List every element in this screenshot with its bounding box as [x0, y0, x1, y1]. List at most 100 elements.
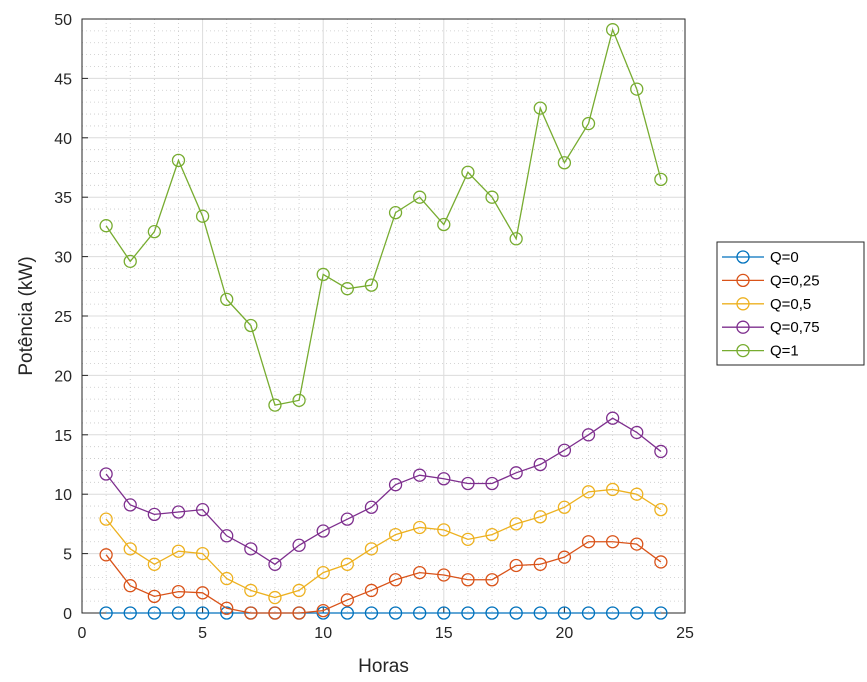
x-tick-label: 25: [676, 625, 694, 642]
series-line: [105, 417, 662, 566]
data-point: [533, 557, 547, 571]
legend-item: Q=0,25: [722, 272, 820, 289]
legend-label: Q=0,5: [770, 296, 811, 313]
data-point: [220, 571, 234, 586]
y-tick-label: 45: [54, 71, 72, 88]
data-point: [99, 606, 113, 620]
legend-label: Q=0,25: [770, 272, 820, 289]
data-point: [364, 542, 379, 556]
data-point: [533, 457, 547, 472]
data-point: [171, 505, 186, 519]
data-point: [388, 527, 403, 542]
data-point: [123, 542, 137, 556]
data-point: [605, 23, 620, 37]
data-point: [147, 507, 162, 522]
y-axis-ticks: 0 5 10 15 20 25 30 35 40 45 50: [54, 12, 88, 623]
data-point: [509, 517, 523, 531]
data-point: [268, 606, 282, 620]
data-point: [557, 500, 572, 514]
data-point: [461, 476, 475, 491]
data-point: [630, 425, 644, 440]
data-point: [364, 500, 379, 514]
data-point: [268, 590, 282, 605]
data-point: [364, 583, 379, 598]
data-point: [147, 606, 162, 620]
x-axis-ticks: 0 5 10 15 20 25: [78, 607, 694, 642]
data-point: [340, 593, 354, 607]
data-point: [244, 606, 258, 620]
data-point: [581, 535, 596, 549]
data-point: [316, 565, 330, 580]
series-4: [99, 23, 668, 412]
data-point: [654, 555, 668, 569]
data-point: [195, 606, 210, 620]
data-point: [340, 512, 354, 526]
data-point: [413, 606, 427, 620]
data-point: [437, 523, 451, 537]
data-point: [388, 478, 403, 492]
data-point: [171, 584, 186, 599]
data-point: [509, 232, 523, 246]
y-tick-label: 5: [63, 547, 72, 564]
data-point: [557, 550, 572, 564]
data-point: [485, 476, 499, 491]
legend-item: Q=1: [722, 343, 799, 360]
legend-item: Q=0,75: [722, 319, 820, 336]
data-point: [557, 606, 572, 620]
data-point: [581, 116, 596, 131]
y-tick-label: 20: [54, 368, 72, 385]
data-point: [533, 101, 547, 115]
series-3: [99, 411, 668, 571]
data-point: [630, 606, 644, 620]
y-tick-label: 25: [54, 309, 72, 326]
data-point: [485, 606, 499, 620]
legend-label: Q=1: [770, 343, 799, 360]
data-point: [220, 529, 234, 543]
data-point: [99, 548, 113, 562]
data-point: [388, 606, 403, 620]
y-tick-label: 10: [54, 487, 72, 504]
x-tick-label: 20: [556, 625, 574, 642]
data-point: [220, 601, 234, 615]
data-point: [220, 606, 234, 620]
data-point: [461, 606, 475, 620]
data-point: [557, 156, 572, 170]
data-point: [244, 318, 258, 333]
data-point: [509, 466, 523, 480]
data-point: [581, 428, 596, 442]
data-point: [147, 557, 162, 571]
legend-item: Q=0,5: [722, 296, 811, 313]
legend-label: Q=0,75: [770, 319, 820, 336]
data-point: [509, 606, 523, 620]
data-point: [437, 606, 451, 620]
data-point: [147, 589, 162, 604]
data-point: [147, 225, 162, 239]
x-axis-label: Horas: [358, 656, 409, 677]
data-point: [364, 606, 379, 620]
data-point: [581, 606, 596, 620]
data-point: [581, 485, 596, 499]
data-point: [654, 172, 668, 187]
data-point: [485, 527, 499, 542]
legend-marker: [736, 320, 750, 334]
major-grid: [81, 18, 686, 614]
data-point: [388, 573, 403, 587]
data-point: [316, 603, 330, 618]
data-point: [605, 482, 620, 497]
data-point: [123, 498, 137, 512]
data-point: [195, 502, 210, 517]
data-point: [171, 606, 186, 620]
y-tick-label: 0: [63, 606, 72, 623]
data-point: [654, 606, 668, 620]
series-1: [99, 535, 668, 620]
data-point: [268, 398, 282, 412]
data-point: [413, 190, 427, 204]
y-tick-label: 40: [54, 131, 72, 148]
data-point: [413, 565, 427, 580]
y-axis-label: Potência (kW): [16, 256, 37, 375]
data-point: [99, 219, 113, 233]
series-line: [105, 488, 662, 599]
data-point: [485, 190, 499, 204]
legend: Q=0 Q=0,25 Q=0,5 Q=0,75 Q=1: [716, 241, 865, 366]
